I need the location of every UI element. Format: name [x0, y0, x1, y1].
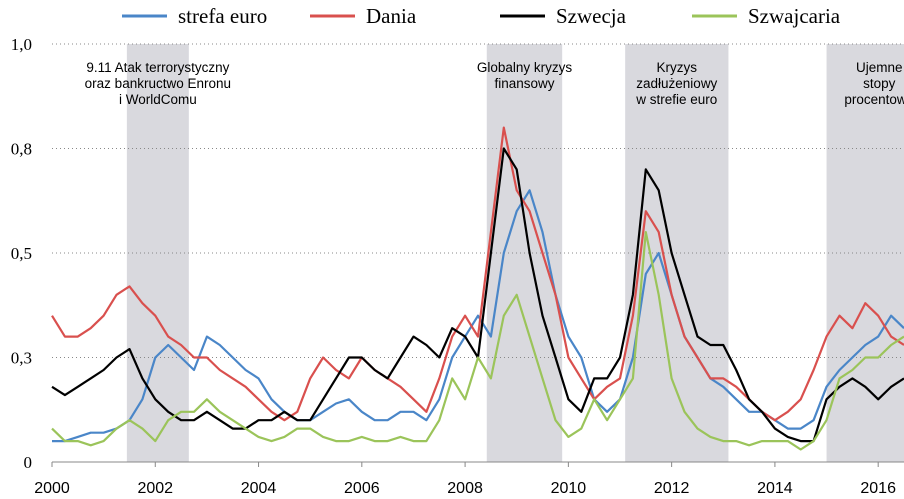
- region-label: Kryzys: [657, 60, 698, 75]
- x-tick-label: 2014: [757, 480, 793, 497]
- region-label: oraz bankructwo Enronu: [85, 76, 231, 91]
- region-label: stopy: [863, 76, 896, 91]
- y-tick-label: 1,0: [11, 35, 32, 54]
- y-tick-label: 0: [24, 453, 33, 472]
- legend-label: strefa euro: [178, 4, 267, 28]
- region-label: procentowe: [844, 92, 904, 107]
- x-tick-label: 2012: [654, 480, 690, 497]
- y-tick-label: 0,5: [11, 244, 32, 263]
- region-label: zadłużeniowy: [636, 76, 717, 91]
- y-tick-label: 0,8: [11, 140, 32, 159]
- legend-label: Dania: [366, 4, 417, 28]
- region-label: Globalny kryzys: [477, 60, 573, 75]
- region-label: i WorldComu: [119, 92, 197, 107]
- x-tick-label: 2008: [447, 480, 483, 497]
- region-label: Ujemne: [856, 60, 903, 75]
- shaded-region: [126, 44, 189, 462]
- x-tick-label: 2016: [860, 480, 896, 497]
- shaded-region: [826, 44, 904, 462]
- legend-label: Szwecja: [556, 4, 627, 28]
- region-label: w strefie euro: [635, 92, 717, 107]
- x-tick-label: 2004: [241, 480, 277, 497]
- region-label: 9.11 Atak terrorystyczny: [86, 60, 229, 75]
- x-tick-label: 2000: [34, 480, 70, 497]
- legend-label: Szwajcaria: [748, 4, 841, 28]
- series-line: [51, 231, 904, 451]
- region-label: finansowy: [494, 76, 554, 91]
- x-tick-label: 2006: [344, 480, 380, 497]
- x-tick-label: 2002: [137, 480, 173, 497]
- x-tick-label: 2010: [551, 480, 587, 497]
- y-tick-label: 0,3: [11, 349, 32, 368]
